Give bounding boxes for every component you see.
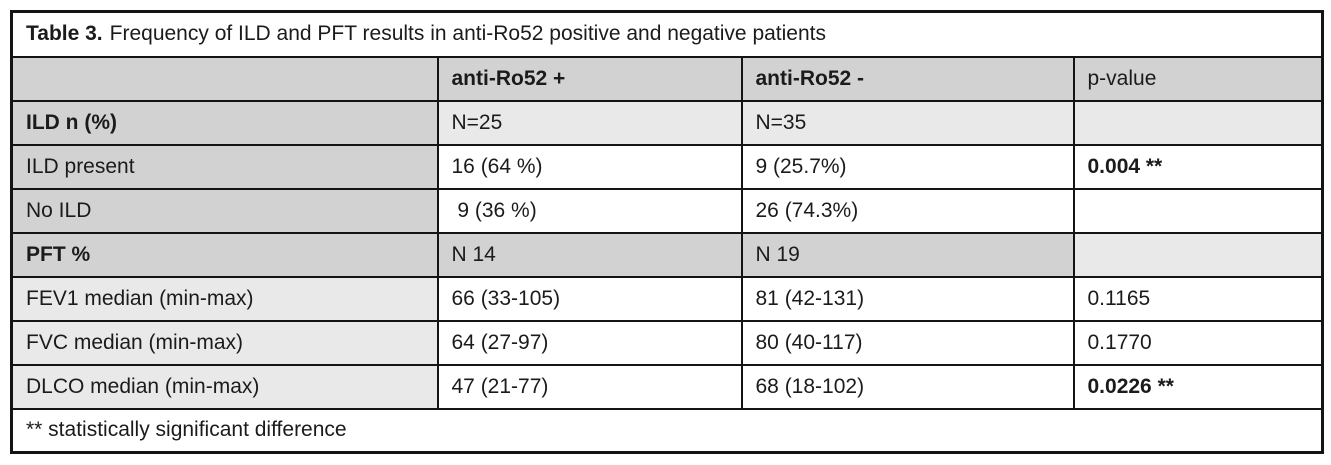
- table-caption: Table 3. Frequency of ILD and PFT results…: [10, 10, 1324, 58]
- value-cell: 80 (40-117): [740, 319, 1075, 366]
- value-cell: 81 (42-131): [740, 275, 1075, 322]
- row-label: FEV1 median (min-max): [10, 275, 439, 322]
- row-label: ILD present: [10, 143, 439, 190]
- value-cell: 68 (18-102): [740, 363, 1075, 410]
- footnote-row: ** statistically significant difference: [10, 407, 1324, 454]
- table-row-fvc: FVC median (min-max) 64 (27-97) 80 (40-1…: [10, 319, 1324, 366]
- row-label: No ILD: [10, 187, 439, 234]
- p-value-cell: [1072, 187, 1324, 234]
- header-anti-ro52-positive: anti-Ro52 +: [436, 55, 743, 102]
- table-caption-text: Frequency of ILD and PFT results in anti…: [109, 22, 826, 46]
- table-row-ild-present: ILD present 16 (64 %) 9 (25.7%) 0.004 **: [10, 143, 1324, 190]
- p-value-cell: 0.0226 **: [1072, 363, 1324, 410]
- p-value-cell: 0.004 **: [1072, 143, 1324, 190]
- value-cell: N=35: [740, 99, 1075, 146]
- p-value-cell: 0.1165: [1072, 275, 1324, 322]
- row-label: FVC median (min-max): [10, 319, 439, 366]
- value-cell: 66 (33-105): [436, 275, 743, 322]
- row-label: PFT %: [10, 231, 439, 278]
- value-cell: 9 (25.7%): [740, 143, 1075, 190]
- p-value-cell: 0.1770: [1072, 319, 1324, 366]
- header-row: anti-Ro52 + anti-Ro52 - p-value: [10, 55, 1324, 102]
- table-row-no-ild: No ILD 9 (36 %) 26 (74.3%): [10, 187, 1324, 234]
- table-row-dlco: DLCO median (min-max) 47 (21-77) 68 (18-…: [10, 363, 1324, 410]
- value-cell: 26 (74.3%): [740, 187, 1075, 234]
- table-row-pft: PFT % N 14 N 19: [10, 231, 1324, 278]
- p-value-cell: [1072, 99, 1324, 146]
- value-cell: N 19: [740, 231, 1075, 278]
- row-label: DLCO median (min-max): [10, 363, 439, 410]
- table-row-ild-n: ILD n (%) N=25 N=35: [10, 99, 1324, 146]
- results-table: Table 3. Frequency of ILD and PFT results…: [10, 10, 1324, 454]
- header-anti-ro52-negative: anti-Ro52 -: [740, 55, 1075, 102]
- header-p-value: p-value: [1072, 55, 1324, 102]
- table-caption-number: Table 3.: [26, 22, 103, 46]
- value-cell: 64 (27-97): [436, 319, 743, 366]
- table-caption-row: Table 3. Frequency of ILD and PFT results…: [10, 10, 1324, 58]
- header-empty-cell: [10, 55, 439, 102]
- value-cell: 9 (36 %): [436, 187, 743, 234]
- footnote: ** statistically significant difference: [10, 407, 1324, 454]
- value-cell: 47 (21-77): [436, 363, 743, 410]
- value-cell: N=25: [436, 99, 743, 146]
- row-label: ILD n (%): [10, 99, 439, 146]
- table-row-fev1: FEV1 median (min-max) 66 (33-105) 81 (42…: [10, 275, 1324, 322]
- value-cell: N 14: [436, 231, 743, 278]
- p-value-cell: [1072, 231, 1324, 278]
- value-cell: 16 (64 %): [436, 143, 743, 190]
